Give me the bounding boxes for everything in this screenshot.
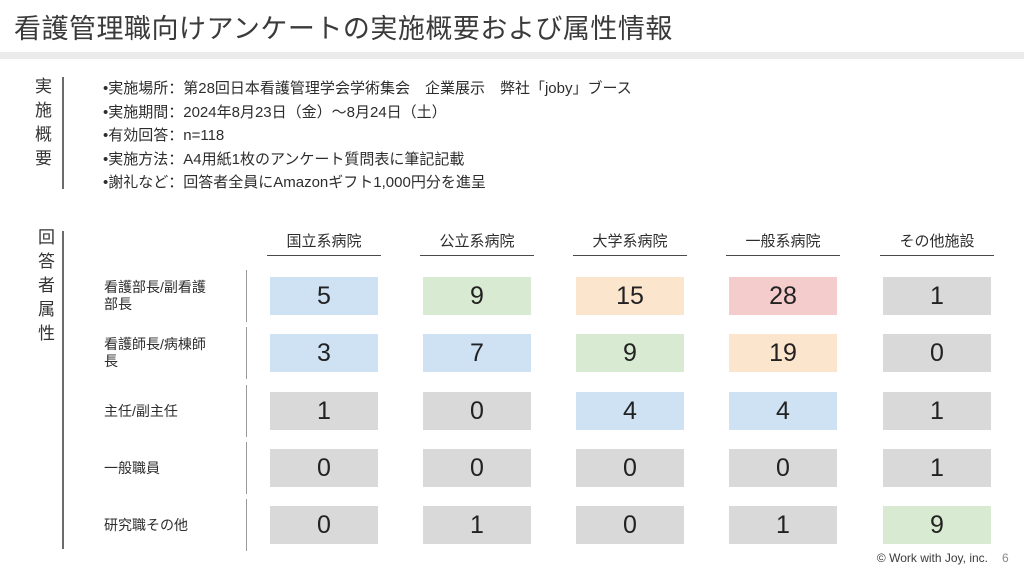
row-label: 一般職員 — [104, 459, 160, 476]
overview-section-label: 実施概要 — [32, 77, 51, 173]
bullet-item: •実施場所：第28回日本看護管理学会学術集会 企業展示 弊社「joby」ブース — [103, 80, 632, 97]
title-divider — [0, 52, 1024, 59]
page-title: 看護管理職向けアンケートの実施概要および属性情報 — [14, 14, 673, 44]
table-cell: 0 — [576, 506, 684, 544]
bullet-item: •有効回答：n=118 — [103, 127, 225, 144]
bullet-item: •実施方法：A4用紙1枚のアンケート質問表に筆記記載 — [103, 150, 465, 168]
table-cell: 0 — [423, 449, 531, 487]
overview-section-divider — [62, 77, 64, 189]
column-header: その他施設 — [880, 230, 994, 256]
table-cell: 1 — [883, 449, 991, 487]
footer-copyright: © Work with Joy, inc. — [876, 551, 988, 565]
table-cell: 0 — [423, 392, 531, 430]
column-header: 一般系病院 — [726, 230, 840, 256]
page-number: 6 — [1002, 551, 1009, 565]
row-divider — [246, 499, 247, 551]
table-cell: 19 — [729, 334, 837, 372]
attributes-section-divider — [62, 231, 64, 549]
row-label: 主任/副主任 — [104, 402, 178, 419]
table-cell: 4 — [576, 392, 684, 430]
table-cell: 1 — [883, 277, 991, 315]
table-cell: 4 — [729, 392, 837, 430]
row-divider — [246, 442, 247, 494]
attributes-section-label: 回答者属性 — [35, 228, 54, 348]
table-cell: 1 — [883, 392, 991, 430]
column-header: 大学系病院 — [573, 230, 687, 256]
row-label: 研究職その他 — [104, 516, 188, 533]
table-cell: 0 — [729, 449, 837, 487]
overview-bullet-list: •実施場所：第28回日本看護管理学会学術集会 企業展示 弊社「joby」ブース … — [103, 77, 632, 195]
table-cell: 7 — [423, 334, 531, 372]
table-cell: 1 — [729, 506, 837, 544]
table-cell: 3 — [270, 334, 378, 372]
table-cell: 1 — [270, 392, 378, 430]
table-cell: 15 — [576, 277, 684, 315]
table-cell: 0 — [270, 449, 378, 487]
column-header: 公立系病院 — [420, 230, 534, 256]
table-cell: 9 — [883, 506, 991, 544]
row-divider — [246, 327, 247, 379]
table-cell: 1 — [423, 506, 531, 544]
row-divider — [246, 270, 247, 322]
row-label: 看護部長/副看護部長 — [104, 279, 206, 312]
column-header: 国立系病院 — [267, 230, 381, 256]
table-cell: 0 — [883, 334, 991, 372]
row-label: 看護師長/病棟師長 — [104, 336, 206, 369]
table-cell: 9 — [423, 277, 531, 315]
table-cell: 28 — [729, 277, 837, 315]
table-cell: 0 — [576, 449, 684, 487]
bullet-item: •実施期間：2024年8月23日（金）～8月24日（土） — [103, 103, 447, 121]
table-cell: 5 — [270, 277, 378, 315]
table-cell: 9 — [576, 334, 684, 372]
bullet-item: •謝礼など：回答者全員にAmazonギフト1,000円分を進呈 — [103, 174, 486, 191]
row-divider — [246, 385, 247, 437]
table-cell: 0 — [270, 506, 378, 544]
